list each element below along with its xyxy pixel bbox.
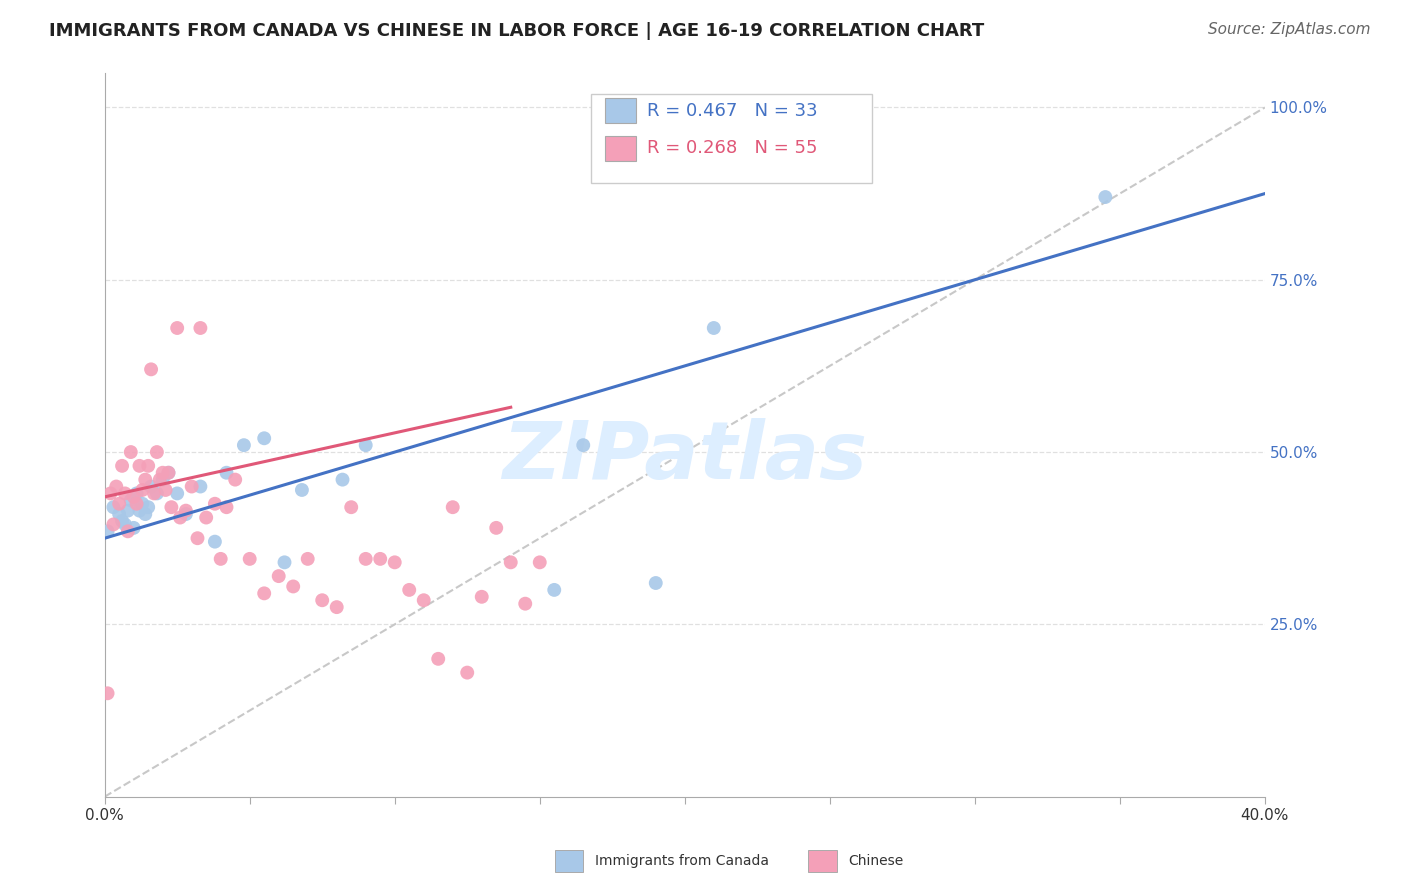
Point xyxy=(166,486,188,500)
Point xyxy=(111,514,134,528)
Point xyxy=(146,486,169,500)
Point xyxy=(128,458,150,473)
Point xyxy=(253,586,276,600)
Point xyxy=(139,479,162,493)
Point xyxy=(703,321,725,335)
Point xyxy=(224,473,246,487)
Point xyxy=(134,507,156,521)
Point xyxy=(131,497,153,511)
Text: Chinese: Chinese xyxy=(848,855,903,868)
Point xyxy=(291,483,314,497)
Point xyxy=(180,479,202,493)
Point xyxy=(273,555,295,569)
Point xyxy=(120,493,142,508)
Point xyxy=(131,483,153,497)
Point xyxy=(204,497,226,511)
Point xyxy=(136,458,159,473)
Point xyxy=(543,582,565,597)
Point xyxy=(412,593,434,607)
Point xyxy=(215,500,238,515)
Point xyxy=(384,555,406,569)
Point xyxy=(97,686,120,700)
Point xyxy=(441,500,464,515)
Point xyxy=(311,593,333,607)
Point xyxy=(103,500,125,515)
Point xyxy=(174,507,197,521)
Point xyxy=(120,445,142,459)
Point xyxy=(117,503,139,517)
Point xyxy=(190,479,212,493)
Point xyxy=(204,534,226,549)
Point xyxy=(122,490,145,504)
Point xyxy=(105,479,128,493)
Point xyxy=(139,362,162,376)
Point xyxy=(354,438,377,452)
Point xyxy=(471,590,494,604)
Point xyxy=(152,466,174,480)
Point xyxy=(515,597,537,611)
Point xyxy=(100,486,122,500)
Point xyxy=(117,524,139,539)
Point xyxy=(398,582,420,597)
Point xyxy=(190,321,212,335)
Point xyxy=(499,555,522,569)
Point xyxy=(427,652,450,666)
Point xyxy=(297,552,319,566)
Point xyxy=(166,321,188,335)
Point xyxy=(253,431,276,445)
Point xyxy=(136,500,159,515)
Point xyxy=(354,552,377,566)
Point xyxy=(332,473,354,487)
Point xyxy=(125,497,148,511)
Text: Source: ZipAtlas.com: Source: ZipAtlas.com xyxy=(1208,22,1371,37)
Point xyxy=(572,438,595,452)
Text: ZIPatlas: ZIPatlas xyxy=(502,417,868,496)
Text: R = 0.467   N = 33: R = 0.467 N = 33 xyxy=(647,102,817,120)
Point xyxy=(111,458,134,473)
Point xyxy=(1094,190,1116,204)
Point xyxy=(157,466,180,480)
Point xyxy=(456,665,478,680)
Point xyxy=(160,500,183,515)
Point xyxy=(114,517,136,532)
Point xyxy=(108,497,131,511)
Point xyxy=(134,473,156,487)
Point xyxy=(232,438,254,452)
Point xyxy=(368,552,391,566)
Point xyxy=(340,500,363,515)
Point xyxy=(174,503,197,517)
Text: Immigrants from Canada: Immigrants from Canada xyxy=(595,855,769,868)
Point xyxy=(529,555,551,569)
Point xyxy=(114,486,136,500)
Point xyxy=(103,517,125,532)
Point xyxy=(209,552,232,566)
Point xyxy=(186,531,208,545)
Point xyxy=(155,483,177,497)
Point xyxy=(239,552,262,566)
Point xyxy=(146,445,169,459)
Point xyxy=(125,486,148,500)
Text: R = 0.268   N = 55: R = 0.268 N = 55 xyxy=(647,139,817,157)
Point xyxy=(97,524,120,539)
Point xyxy=(283,579,305,593)
Point xyxy=(644,576,666,591)
Point xyxy=(143,486,166,500)
Point xyxy=(215,466,238,480)
Point xyxy=(108,507,131,521)
Point xyxy=(169,510,191,524)
Point xyxy=(485,521,508,535)
Point xyxy=(157,466,180,480)
Point xyxy=(128,503,150,517)
Point xyxy=(267,569,290,583)
Point xyxy=(149,473,172,487)
Point xyxy=(152,473,174,487)
Point xyxy=(325,600,347,615)
Text: IMMIGRANTS FROM CANADA VS CHINESE IN LABOR FORCE | AGE 16-19 CORRELATION CHART: IMMIGRANTS FROM CANADA VS CHINESE IN LAB… xyxy=(49,22,984,40)
Point xyxy=(195,510,218,524)
Point xyxy=(122,521,145,535)
